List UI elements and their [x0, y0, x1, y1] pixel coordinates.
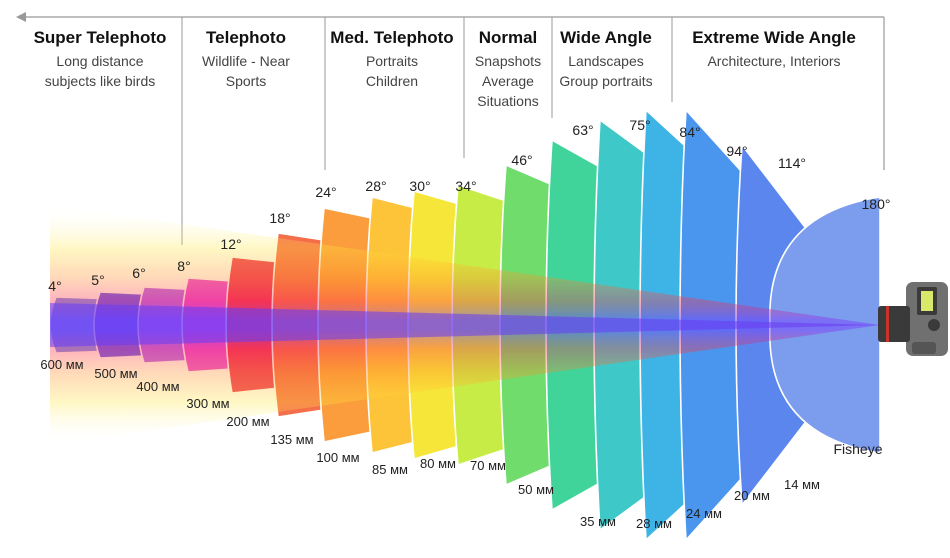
angle-label: 5° [91, 272, 105, 288]
angle-label: 75° [629, 117, 651, 133]
rainbow-overlay [50, 205, 880, 445]
category-description: subjects like birds [44, 73, 156, 89]
focal-length-label: 24 мм [686, 506, 722, 521]
category-description: Architecture, Interiors [707, 53, 841, 69]
category-title: Normal [478, 28, 538, 47]
focal-length-label: 135 мм [270, 432, 314, 447]
focal-length-label: 100 мм [316, 450, 360, 465]
category-title: Telephoto [206, 28, 286, 47]
focal-length-label: 300 мм [186, 396, 230, 411]
left-arrow-icon [16, 12, 26, 22]
category-description: Sports [225, 73, 267, 89]
angle-label: 18° [269, 210, 291, 226]
focal-length-label: 35 мм [580, 514, 616, 529]
focal-length-label: 70 мм [470, 458, 506, 473]
category-description: Snapshots [474, 53, 542, 69]
category-description: Wildlife - Near [202, 53, 290, 69]
category-description: Long distance [56, 53, 144, 69]
focal-length-label: 80 мм [420, 456, 456, 471]
header-frame [16, 12, 885, 245]
focal-length-label: Fisheye [833, 441, 883, 457]
category-description: Average [482, 73, 534, 89]
angle-label: 180° [861, 196, 891, 212]
focal-length-label: 14 мм [784, 477, 820, 492]
category-description: Situations [477, 93, 539, 109]
focal-length-label: 85 мм [372, 462, 408, 477]
angle-label: 8° [177, 258, 191, 274]
angle-label: 30° [409, 178, 431, 194]
focal-length-label: 400 мм [136, 379, 180, 394]
angle-label: 24° [315, 184, 337, 200]
angle-label: 94° [726, 143, 748, 159]
angle-label: 63° [572, 122, 594, 138]
angle-label: 28° [365, 178, 387, 194]
angle-label: 34° [455, 178, 477, 194]
angle-label: 84° [679, 124, 701, 140]
category-title: Wide Angle [560, 28, 652, 47]
angle-label: 46° [511, 152, 533, 168]
category-description: Portraits [365, 53, 419, 69]
category-title: Super Telephoto [33, 28, 167, 47]
focal-length-label: 28 мм [636, 516, 672, 531]
angle-label: 4° [48, 278, 62, 294]
focal-length-label: 50 мм [518, 482, 554, 497]
focal-length-label: 600 мм [40, 357, 84, 372]
angle-label: 6° [132, 265, 146, 281]
angle-label: 114° [778, 155, 806, 171]
focal-length-label: 200 мм [226, 414, 270, 429]
category-title: Extreme Wide Angle [692, 28, 856, 47]
camera-icon [878, 282, 948, 356]
angle-label: 12° [220, 236, 242, 252]
category-description: Children [365, 73, 419, 89]
category-title: Med. Telephoto [330, 28, 454, 47]
category-description: Landscapes [568, 53, 644, 69]
category-description: Group portraits [559, 73, 653, 89]
focal-length-label: 500 мм [94, 366, 138, 381]
focal-length-label: 20 мм [734, 488, 770, 503]
